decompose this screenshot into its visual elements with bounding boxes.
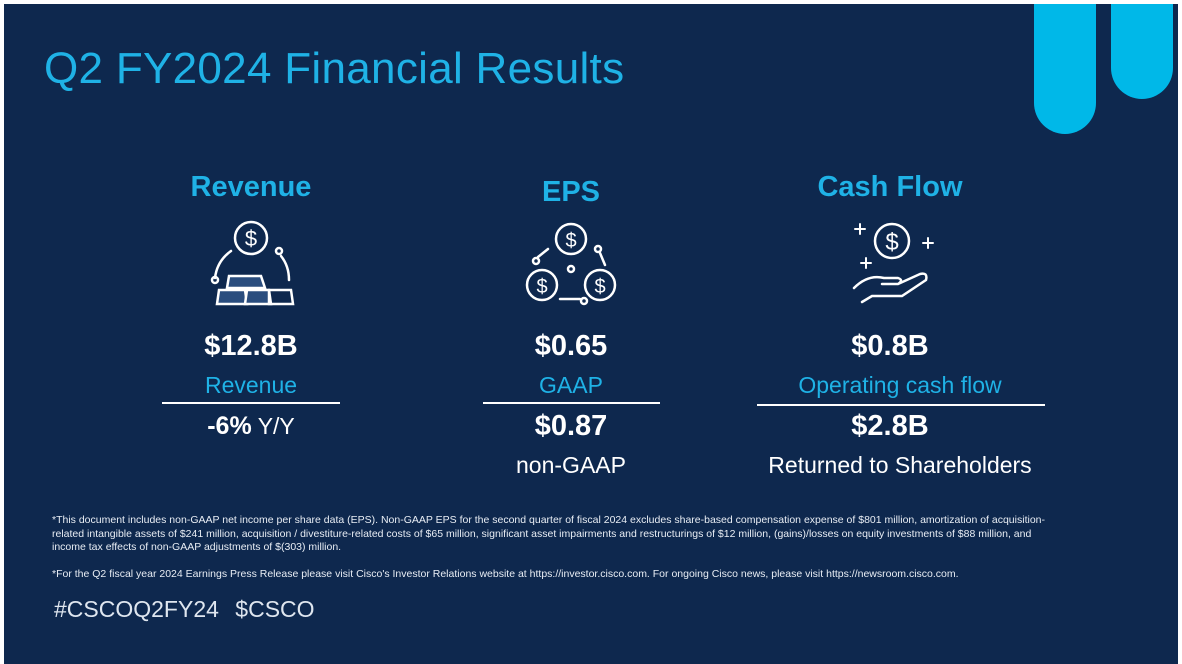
revenue-yoy: -6% Y/Y — [151, 412, 351, 441]
footnote-links: *For the Q2 fiscal year 2024 Earnings Pr… — [52, 568, 959, 580]
decorative-pill — [1111, 4, 1173, 99]
revenue-heading: Revenue — [190, 171, 312, 203]
eps-column: EPS $ $ $ $0.65 GAAP $0.87 non-GAAP — [471, 4, 671, 504]
svg-text:$: $ — [594, 276, 605, 298]
non-gaap-eps-value: $0.87 — [534, 410, 608, 442]
divider — [757, 404, 1045, 406]
operating-cash-flow-label: Operating cash flow — [798, 372, 1002, 398]
gold-bars-coin-icon: $ — [210, 220, 295, 306]
revenue-sublabel: Revenue — [204, 372, 298, 398]
yoy-label: Y/Y — [257, 413, 295, 439]
operating-cash-flow-value: $0.8B — [851, 330, 929, 362]
page-title: Q2 FY2024 Financial Results — [44, 44, 625, 93]
svg-text:$: $ — [885, 229, 898, 256]
slide: Q2 FY2024 Financial Results Revenue $ $1… — [4, 4, 1178, 664]
non-gaap-label: non-GAAP — [516, 452, 626, 478]
hashtags: #CSCOQ2FY24 $CSCO — [54, 596, 315, 622]
divider — [162, 402, 340, 404]
svg-text:$: $ — [245, 226, 257, 251]
cash-flow-heading: Cash Flow — [817, 171, 963, 203]
returned-value: $2.8B — [851, 410, 929, 442]
gaap-label: GAAP — [539, 372, 603, 398]
revenue-value: $12.8B — [204, 330, 298, 362]
cash-flow-column: Cash Flow $ $0.8B Operating cash flow $2… — [740, 4, 1060, 504]
returned-label: Returned to Shareholders — [768, 452, 1032, 478]
revenue-column: Revenue $ $12.8B Revenue -6% Y/Y — [151, 4, 351, 504]
coins-cycle-icon: $ $ $ — [525, 222, 617, 306]
decorative-pill — [1034, 4, 1096, 134]
svg-text:$: $ — [565, 230, 576, 252]
svg-text:$: $ — [536, 276, 547, 298]
divider — [483, 402, 660, 404]
hand-coin-sparkle-icon: $ — [852, 222, 934, 304]
eps-heading: EPS — [541, 176, 601, 208]
footnote-eps: *This document includes non-GAAP net inc… — [52, 514, 1045, 553]
gaap-eps-value: $0.65 — [534, 330, 608, 362]
yoy-value: -6% — [207, 412, 252, 440]
